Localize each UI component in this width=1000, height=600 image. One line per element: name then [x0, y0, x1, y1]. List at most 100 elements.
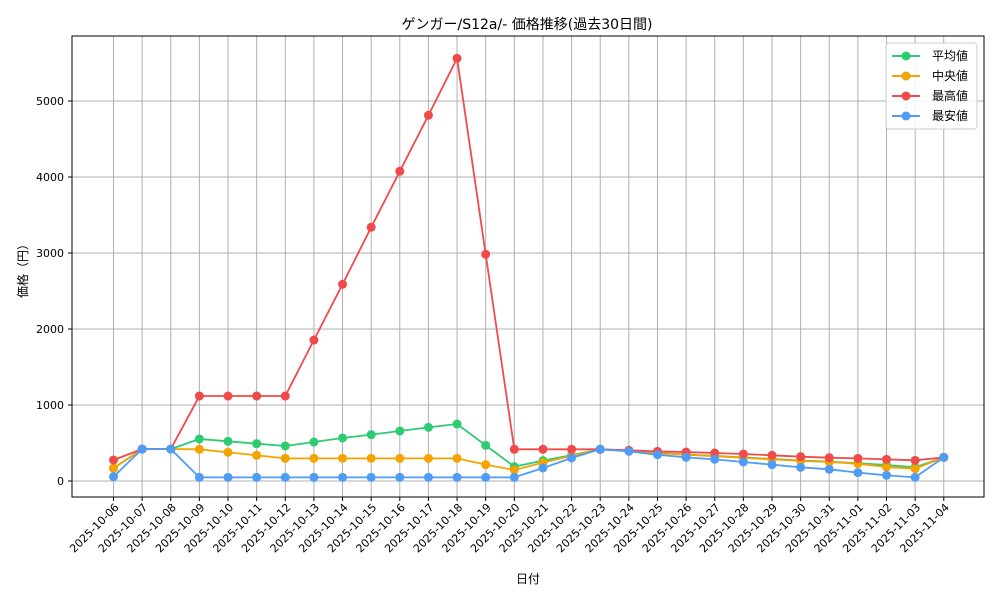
- series-lines: [109, 53, 949, 482]
- data-point: [252, 472, 262, 482]
- data-point: [223, 472, 233, 482]
- data-point: [853, 453, 863, 463]
- data-point: [710, 454, 720, 464]
- data-point: [109, 472, 118, 482]
- data-point: [481, 440, 491, 450]
- data-point: [338, 279, 348, 289]
- data-point: [939, 452, 949, 462]
- data-point: [280, 391, 290, 401]
- data-point: [509, 444, 519, 454]
- legend-marker-icon: [901, 111, 911, 121]
- legend-label: 平均値: [932, 48, 968, 63]
- data-point: [452, 419, 462, 429]
- data-point: [194, 472, 204, 482]
- data-point: [481, 460, 491, 470]
- data-point: [366, 472, 376, 482]
- data-point: [395, 426, 405, 436]
- data-point: [223, 436, 233, 446]
- data-point: [280, 453, 290, 463]
- data-point: [882, 470, 892, 480]
- data-point: [767, 460, 777, 470]
- data-point: [309, 453, 319, 463]
- data-point: [395, 472, 405, 482]
- data-point: [595, 444, 605, 454]
- data-point: [509, 465, 519, 475]
- data-point: [366, 430, 376, 440]
- y-axis-label: 価格（円）: [15, 238, 30, 298]
- data-point: [538, 444, 548, 454]
- data-point: [509, 472, 519, 482]
- data-point: [166, 444, 176, 454]
- y-tick-label: 3000: [36, 247, 64, 260]
- data-point: [882, 454, 892, 464]
- data-point: [280, 441, 290, 451]
- series-最高値: [109, 53, 949, 465]
- data-point: [910, 472, 920, 482]
- data-point: [366, 453, 376, 463]
- data-point: [395, 166, 405, 176]
- legend-marker-icon: [901, 91, 911, 101]
- data-point: [710, 448, 720, 458]
- legend-marker-icon: [901, 71, 911, 81]
- data-point: [309, 472, 319, 482]
- data-point: [452, 472, 462, 482]
- data-point: [738, 449, 748, 459]
- legend-label: 最安値: [932, 108, 968, 123]
- chart-title: ゲンガー/S12a/- 価格推移(過去30日間): [402, 17, 653, 33]
- y-tick-label: 0: [57, 475, 64, 488]
- y-tick-label: 4000: [36, 171, 64, 184]
- data-point: [538, 463, 548, 473]
- data-point: [452, 53, 462, 63]
- legend-marker-icon: [901, 51, 911, 61]
- data-point: [252, 391, 262, 401]
- data-point: [423, 110, 433, 120]
- data-point: [824, 464, 834, 474]
- data-point: [309, 437, 319, 447]
- plot-area-frame: [71, 35, 985, 498]
- data-point: [338, 472, 348, 482]
- data-point: [481, 249, 491, 259]
- data-point: [767, 450, 777, 460]
- data-point: [280, 472, 290, 482]
- data-point: [910, 464, 920, 474]
- legend-label: 最高値: [932, 88, 968, 103]
- data-point: [223, 447, 233, 457]
- y-tick-label: 5000: [36, 95, 64, 108]
- y-tick-label: 2000: [36, 323, 64, 336]
- grid-lines: [72, 36, 984, 497]
- data-point: [395, 453, 405, 463]
- data-point: [223, 391, 233, 401]
- data-point: [624, 446, 634, 456]
- data-point: [366, 222, 376, 232]
- data-point: [137, 444, 147, 454]
- y-axis-ticks: 0 1000 2000 3000 4000 5000: [36, 95, 72, 488]
- data-point: [252, 439, 262, 449]
- data-point: [481, 472, 491, 482]
- data-point: [423, 453, 433, 463]
- data-point: [681, 452, 691, 462]
- data-point: [252, 450, 262, 460]
- data-point: [109, 455, 118, 465]
- data-point: [452, 453, 462, 463]
- series-最安値: [109, 444, 949, 482]
- series-平均値: [109, 419, 949, 473]
- data-point: [423, 472, 433, 482]
- legend-label: 中央値: [932, 68, 968, 83]
- data-point: [652, 450, 662, 460]
- x-axis-label: 日付: [516, 572, 540, 586]
- data-point: [567, 453, 577, 463]
- data-point: [194, 434, 204, 444]
- data-point: [796, 452, 806, 462]
- y-tick-label: 1000: [36, 399, 64, 412]
- data-point: [796, 462, 806, 472]
- data-point: [824, 453, 834, 463]
- data-point: [738, 457, 748, 467]
- x-axis-ticks: 2025-10-062025-10-072025-10-082025-10-09…: [67, 497, 952, 555]
- data-point: [194, 391, 204, 401]
- data-point: [567, 444, 577, 454]
- data-point: [194, 444, 204, 454]
- data-point: [910, 455, 920, 465]
- data-point: [853, 468, 863, 478]
